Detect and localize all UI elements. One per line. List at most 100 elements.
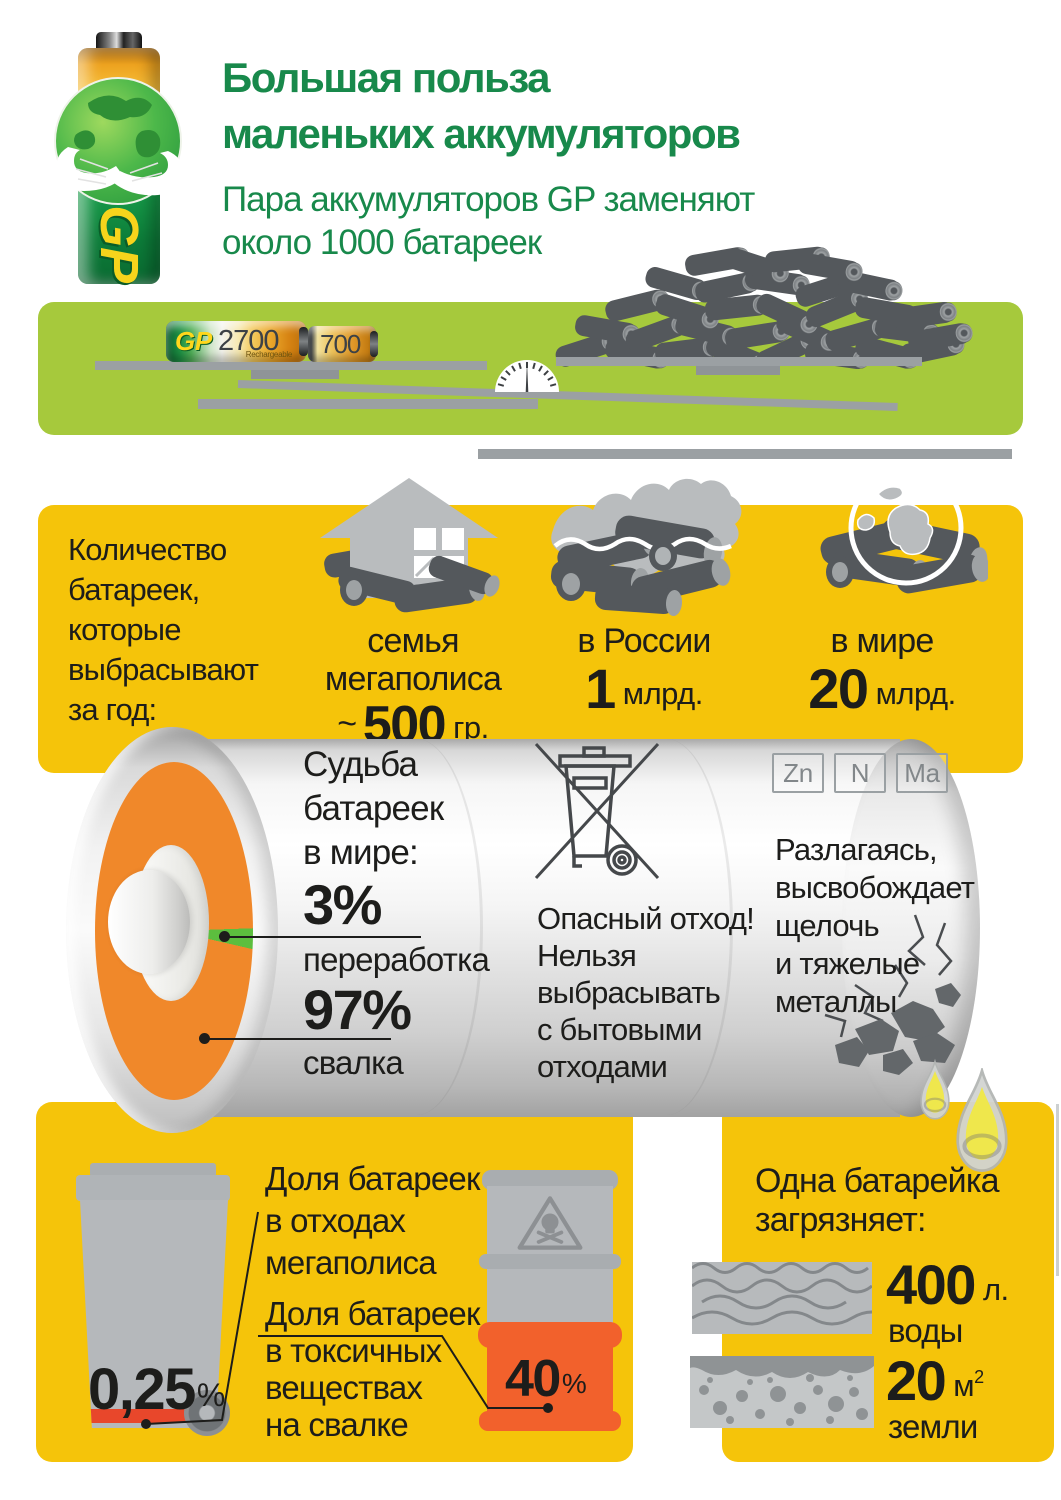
toxic-share-label-line: в токсичных bbox=[265, 1332, 442, 1369]
water-icon bbox=[692, 1262, 872, 1334]
gp-battery-sub: Rechargeable bbox=[245, 350, 293, 359]
scale-right-pedestal bbox=[696, 366, 780, 375]
house-batteries-icon bbox=[320, 478, 500, 613]
annual-intro-line: Количество bbox=[68, 532, 227, 567]
approx-sign: ~ bbox=[337, 705, 357, 743]
element-box-ma: Ma bbox=[896, 753, 948, 793]
decompose-line: и тяжелые bbox=[775, 946, 920, 981]
trash-bin-lid bbox=[76, 1175, 230, 1201]
skull-warning-icon bbox=[517, 1196, 583, 1250]
battery-seam-line bbox=[600, 739, 733, 1115]
scale-left-pedestal bbox=[251, 370, 339, 379]
bin-share-number: 0,25 bbox=[88, 1357, 196, 1422]
water-label: воды bbox=[888, 1312, 963, 1349]
annual-world-unit: млрд. bbox=[875, 676, 957, 711]
annual-intro: Количество батареек, которые выбрасывают… bbox=[68, 530, 259, 730]
hazard-warning-text: Опасный отход! Нельзя выбрасывать с быто… bbox=[537, 900, 755, 1085]
page-subtitle: Пара аккумуляторов GP заменяют около 100… bbox=[222, 178, 755, 264]
toxic-barrel-band bbox=[479, 1254, 621, 1269]
scale-right-pan bbox=[556, 357, 922, 366]
hazard-line: с бытовыми bbox=[537, 1012, 702, 1047]
battery-terminal-nub bbox=[108, 870, 190, 974]
toxic-share-label-line: Доля батареек bbox=[265, 1295, 480, 1332]
soil-unit-letter: м bbox=[953, 1368, 975, 1403]
scale-base-right bbox=[478, 449, 1012, 459]
hazard-line: Опасный отход! bbox=[537, 901, 755, 936]
soil-unit-sup: 2 bbox=[974, 1367, 984, 1387]
decompose-line: Разлагаясь, bbox=[775, 832, 938, 867]
landfill-label: свалка bbox=[303, 1044, 404, 1081]
battery-pile bbox=[550, 243, 982, 377]
battery-cap bbox=[370, 331, 378, 357]
toxic-barrel-band-bottom bbox=[479, 1411, 621, 1431]
decompose-text: Разлагаясь, высвобождает щелочь и тяжелы… bbox=[775, 831, 975, 1021]
annual-world-value: 20 млрд. bbox=[762, 660, 1002, 718]
bin-share-label: Доля батареек в отходах мегаполиса bbox=[265, 1158, 480, 1284]
title-line-2: маленьких аккумуляторов bbox=[222, 110, 741, 157]
title-line-1: Большая польза bbox=[222, 54, 551, 101]
globe-batteries-icon bbox=[820, 470, 988, 594]
element-box-n: N bbox=[834, 753, 886, 793]
battery-cylinder-body bbox=[170, 739, 900, 1117]
toxic-share-label: Доля батареек в токсичных веществах на с… bbox=[265, 1295, 480, 1443]
annual-russia-unit: млрд. bbox=[622, 676, 704, 711]
toxic-share-label-line: на свалке bbox=[265, 1406, 409, 1443]
scale-base-left bbox=[198, 399, 538, 409]
battery-cap bbox=[299, 327, 308, 356]
recycle-label: переработка bbox=[303, 941, 490, 978]
landfill-callout-line bbox=[205, 1038, 391, 1040]
bin-share-percent: % bbox=[196, 1377, 225, 1413]
trash-bin-lid-knob bbox=[90, 1163, 216, 1177]
fate-heading-line: в мире: bbox=[303, 833, 419, 872]
scale-gauge-icon bbox=[495, 360, 559, 392]
gp-battery-2700: GP 2700 Rechargeable bbox=[166, 321, 308, 362]
annual-intro-line: батареек, bbox=[68, 572, 200, 607]
annual-world-label: в мире bbox=[830, 622, 935, 660]
fate-heading-line: Судьба bbox=[303, 745, 418, 784]
earth-hands-icon bbox=[54, 77, 183, 205]
annual-russia-number: 1 bbox=[585, 657, 616, 720]
gp-battery-700: 700 bbox=[308, 326, 378, 362]
pollution-heading-line: загрязняет: bbox=[755, 1201, 926, 1239]
landfill-callout-dot bbox=[199, 1033, 210, 1044]
annual-russia-value: 1 млрд. bbox=[524, 660, 764, 718]
annual-russia-label: в России bbox=[577, 622, 711, 660]
scale-left-pan bbox=[95, 361, 487, 370]
soil-number: 20 bbox=[886, 1349, 947, 1412]
pile-battery-cap bbox=[954, 322, 975, 344]
battery-seam-line bbox=[350, 739, 483, 1115]
russia-map-batteries-icon bbox=[550, 478, 742, 616]
pile-battery-cap bbox=[938, 301, 958, 323]
annual-intro-line: за год: bbox=[68, 692, 157, 727]
soil-icon bbox=[690, 1356, 874, 1428]
battery-cracks bbox=[824, 914, 961, 1075]
annual-family-label: семья мегаполиса bbox=[324, 622, 502, 698]
toxic-barrel-rim bbox=[482, 1170, 618, 1190]
battery-cap bbox=[96, 32, 142, 52]
annual-intro-line: выбрасывают bbox=[68, 652, 259, 687]
water-value: 400 л. bbox=[886, 1256, 1009, 1314]
landfill-percent: 97% bbox=[303, 978, 412, 1041]
pile-battery-cap bbox=[883, 279, 905, 302]
hazard-line: выбрасывать bbox=[537, 975, 721, 1010]
barrel-share-percent: % bbox=[561, 1368, 587, 1399]
toxic-share-label-line: веществах bbox=[265, 1369, 423, 1406]
hazard-line: отходами bbox=[537, 1049, 668, 1084]
hazard-line: Нельзя bbox=[537, 938, 637, 973]
bin-share-label-line: Доля батареек bbox=[265, 1160, 480, 1197]
page-title: Большая польза маленьких аккумуляторов bbox=[222, 50, 741, 162]
bin-share-value: 0,25 % bbox=[88, 1360, 225, 1420]
decompose-line: металлы bbox=[775, 984, 897, 1019]
gp-battery-brand: GP bbox=[175, 326, 212, 356]
leak-drop-big-icon bbox=[956, 1068, 1008, 1172]
gp-logo-battery: GP bbox=[54, 32, 183, 284]
annual-col-family: семья мегаполиса ~ 500 гр. bbox=[293, 622, 533, 752]
barrel-share-number: 40 bbox=[505, 1350, 561, 1408]
water-number: 400 bbox=[886, 1253, 976, 1316]
recycle-callout-dot bbox=[219, 931, 230, 942]
card-shadow-edge bbox=[1056, 1104, 1059, 1276]
decompose-line: высвобождает bbox=[775, 870, 975, 905]
